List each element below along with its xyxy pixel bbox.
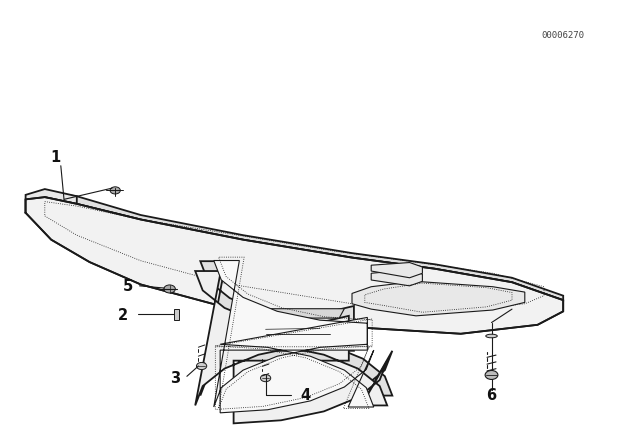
Polygon shape bbox=[26, 189, 77, 213]
Text: 00006270: 00006270 bbox=[541, 31, 585, 40]
Text: 3: 3 bbox=[170, 370, 180, 386]
Ellipse shape bbox=[486, 334, 497, 338]
Polygon shape bbox=[200, 261, 392, 414]
Text: 1: 1 bbox=[51, 150, 61, 165]
Polygon shape bbox=[371, 270, 422, 286]
Polygon shape bbox=[26, 193, 563, 300]
Text: 4: 4 bbox=[301, 388, 311, 403]
Circle shape bbox=[196, 362, 207, 370]
Text: 6: 6 bbox=[486, 388, 497, 403]
Polygon shape bbox=[195, 271, 387, 423]
Polygon shape bbox=[174, 309, 179, 320]
Circle shape bbox=[485, 370, 498, 379]
Text: 2: 2 bbox=[118, 308, 128, 323]
Polygon shape bbox=[371, 263, 422, 278]
Circle shape bbox=[110, 187, 120, 194]
Polygon shape bbox=[214, 260, 374, 413]
Polygon shape bbox=[26, 197, 563, 334]
Circle shape bbox=[164, 285, 175, 293]
Polygon shape bbox=[243, 309, 344, 318]
Circle shape bbox=[260, 375, 271, 382]
Text: 5: 5 bbox=[123, 279, 133, 294]
Polygon shape bbox=[352, 281, 525, 316]
